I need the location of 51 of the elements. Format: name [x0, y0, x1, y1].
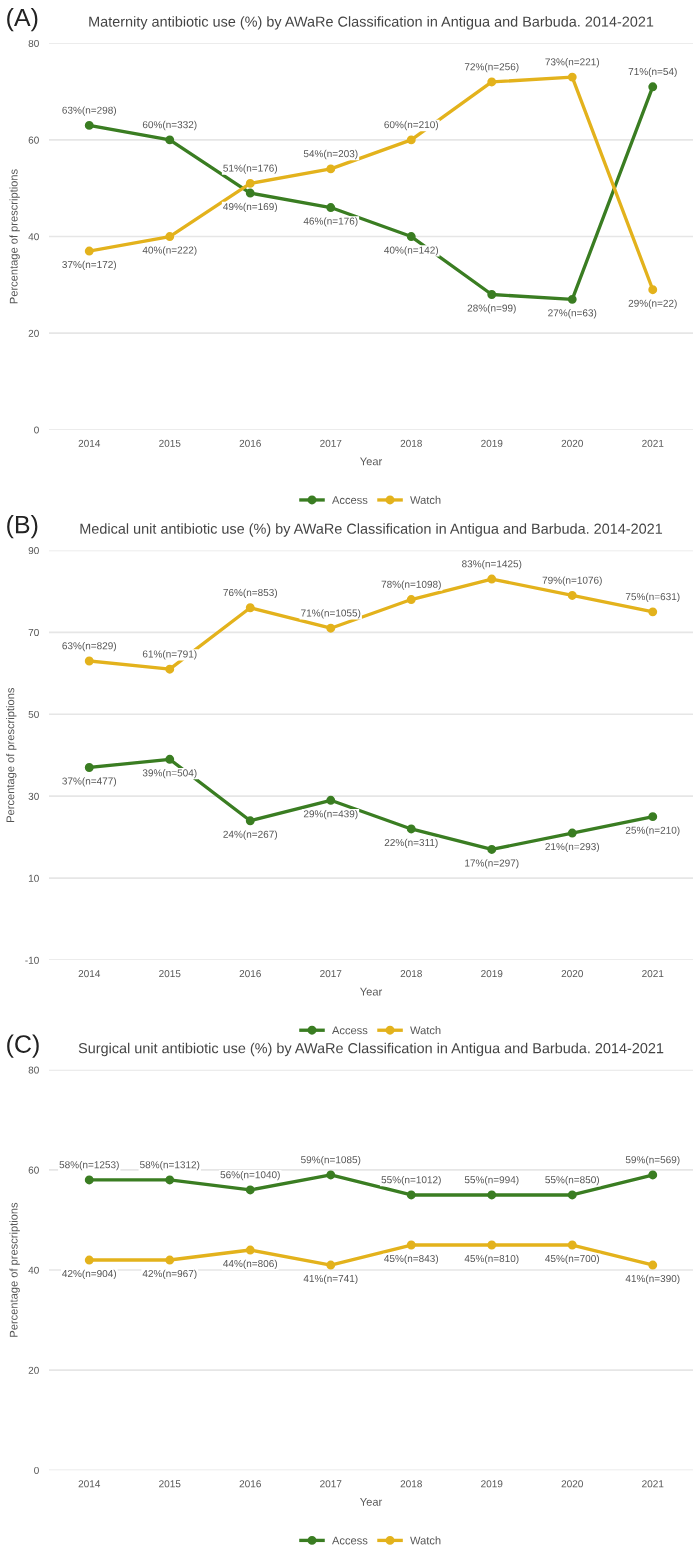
point: [84, 1175, 94, 1185]
point: [326, 795, 336, 805]
point: [165, 754, 175, 764]
point: [567, 294, 577, 304]
point: [165, 232, 175, 241]
point: [406, 1190, 416, 1200]
point: [648, 607, 658, 617]
point: [165, 1255, 175, 1265]
point: [245, 603, 255, 613]
point: [245, 188, 255, 198]
point: [487, 845, 497, 854]
point: [567, 591, 577, 600]
point: [84, 246, 94, 256]
point: [326, 623, 336, 633]
text: (A): [7, 7, 38, 32]
point: [245, 816, 255, 826]
point: [84, 763, 94, 772]
point: [406, 1240, 416, 1250]
point: [648, 82, 658, 92]
point: [406, 232, 416, 241]
point: [487, 1240, 497, 1250]
text: (B): [7, 515, 38, 539]
point: [567, 828, 577, 838]
point: [326, 203, 336, 212]
point: [326, 164, 336, 174]
point: [648, 812, 658, 822]
point: [487, 1190, 497, 1200]
point: [406, 135, 416, 145]
point: [326, 1260, 336, 1270]
point: [165, 135, 175, 145]
point: [84, 656, 94, 666]
point: [487, 290, 497, 299]
point: [245, 1185, 255, 1195]
point: [245, 178, 255, 188]
text: (C): [7, 1034, 39, 1058]
point: [326, 1170, 336, 1180]
point: [487, 574, 497, 584]
point: [406, 824, 416, 834]
point: [567, 1190, 577, 1200]
point: [648, 1170, 658, 1180]
point: [245, 1245, 255, 1255]
point: [567, 72, 577, 82]
point: [567, 1240, 577, 1250]
point: [165, 1175, 175, 1185]
point: [84, 120, 94, 130]
point: [648, 1260, 658, 1270]
point: [165, 664, 175, 674]
point: [406, 595, 416, 604]
point: [648, 285, 658, 295]
point: [84, 1255, 94, 1265]
point: [487, 77, 497, 87]
